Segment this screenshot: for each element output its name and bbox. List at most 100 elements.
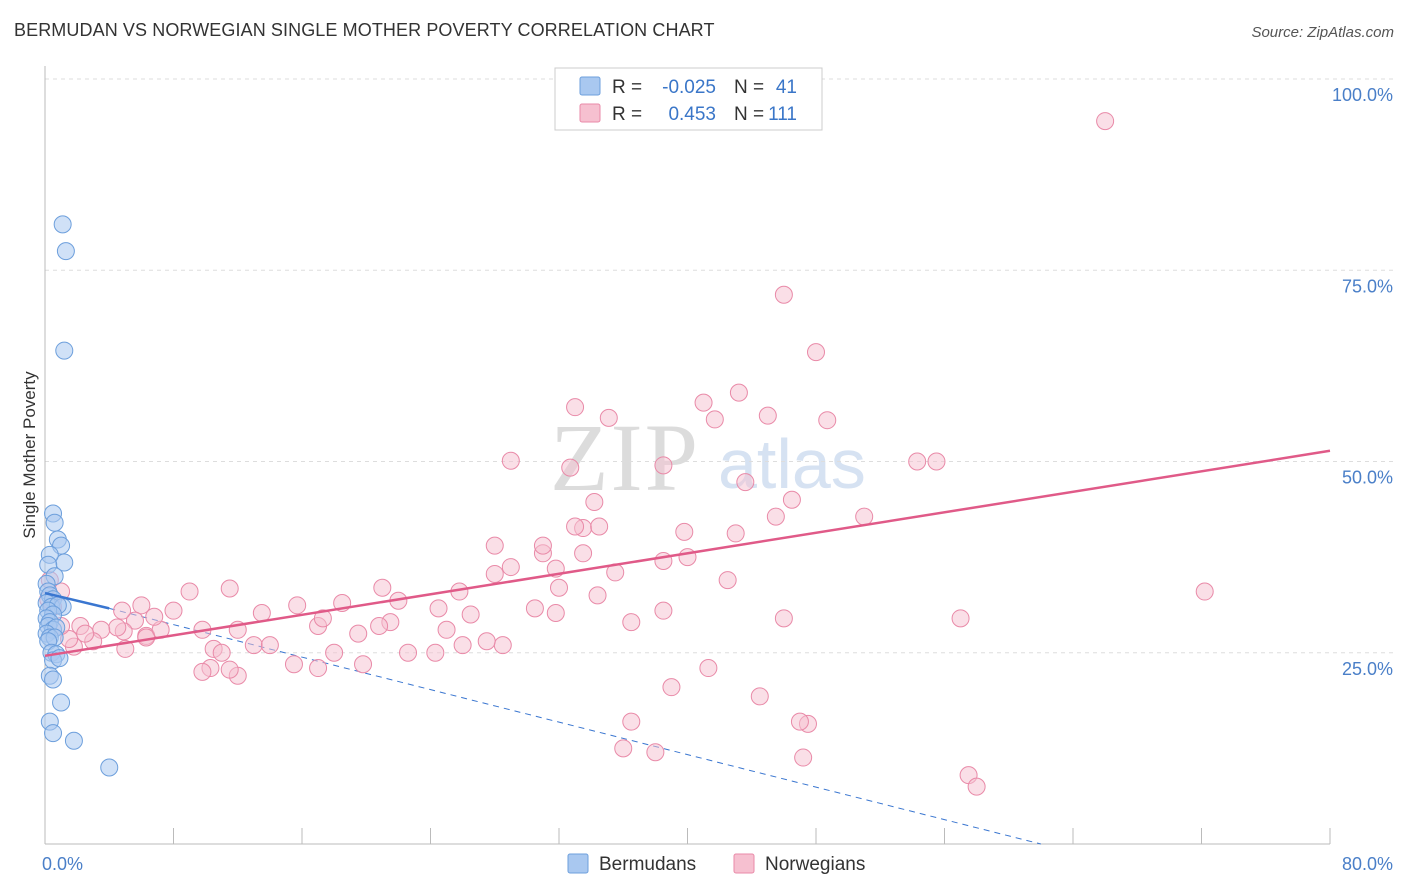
norwegians-point-96 xyxy=(654,601,673,620)
norwegians-point-8 xyxy=(599,408,618,427)
bottom-legend-label-bermudans: Bermudans xyxy=(599,854,696,875)
bermudan-points xyxy=(37,215,119,777)
norwegians-point-34 xyxy=(485,564,504,583)
bermudans-point-1 xyxy=(56,242,75,261)
norwegians-point-23 xyxy=(766,507,785,526)
norwegians-point-35 xyxy=(588,586,607,605)
y-tick-label-1: 50.0% xyxy=(1342,468,1393,488)
norwegians-point-100 xyxy=(646,743,665,762)
norwegians-point-48 xyxy=(313,609,332,628)
norwegians-point-1 xyxy=(774,285,793,304)
legend-swatch-norwegians xyxy=(579,103,601,123)
x-tick-label-0: 0.0% xyxy=(42,854,83,874)
legend-r-value-0: -0.025 xyxy=(662,77,716,98)
norwegians-point-49 xyxy=(288,596,307,615)
bermudans-trend-line xyxy=(44,591,110,610)
norwegians-point-98 xyxy=(622,712,641,731)
watermark-zip: ZIP xyxy=(550,404,700,511)
legend: R = -0.025 N = 41 R = 0.453 N = 111 xyxy=(554,67,823,131)
legend-r-label-1: R = xyxy=(612,104,642,125)
norwegians-point-60 xyxy=(113,601,132,620)
norwegians-point-24 xyxy=(566,517,585,536)
norwegians-point-106 xyxy=(794,748,813,767)
norwegians-point-13 xyxy=(908,452,927,471)
y-tick-labels: 25.0% 50.0% 75.0% 100.0% xyxy=(1332,85,1393,679)
legend-n-label-0: N = xyxy=(734,77,764,98)
legend-swatch-bermudans xyxy=(579,76,601,96)
norwegians-point-21 xyxy=(675,522,694,541)
norwegians-point-77 xyxy=(260,636,279,655)
norwegians-point-78 xyxy=(284,655,303,674)
norwegians-point-39 xyxy=(461,605,480,624)
norwegians-point-54 xyxy=(164,601,183,620)
norwegians-point-9 xyxy=(818,411,837,430)
norwegians-point-29 xyxy=(485,536,504,555)
bermudans-point-2 xyxy=(55,341,74,360)
norwegians-point-15 xyxy=(585,493,604,512)
norwegians-point-80 xyxy=(325,643,344,662)
norwegians-point-42 xyxy=(429,599,448,618)
norwegians-point-92 xyxy=(145,607,164,626)
norwegians-trend-line xyxy=(44,449,1331,658)
norwegians-point-83 xyxy=(426,643,445,662)
norwegians-point-2 xyxy=(807,343,825,362)
norwegians-point-95 xyxy=(622,613,641,632)
norwegians-point-107 xyxy=(774,609,793,628)
norwegians-point-36 xyxy=(718,571,737,590)
norwegians-point-6 xyxy=(566,398,585,417)
norwegians-point-101 xyxy=(550,578,568,597)
norwegians-point-81 xyxy=(354,655,373,674)
norwegians-point-76 xyxy=(244,636,263,655)
norwegians-point-52 xyxy=(220,579,239,598)
bermudans-point-36 xyxy=(52,693,71,712)
norwegians-point-44 xyxy=(373,578,392,597)
y-tick-label-0: 25.0% xyxy=(1342,659,1393,679)
bottom-legend-label-norwegians: Norwegians xyxy=(765,854,865,875)
norwegians-point-86 xyxy=(477,632,496,651)
norwegians-point-16 xyxy=(782,490,801,509)
norwegians-point-14 xyxy=(561,458,580,477)
norwegians-point-97 xyxy=(662,678,681,697)
bermudans-point-0 xyxy=(53,215,72,234)
norwegians-point-112 xyxy=(951,609,970,628)
legend-r-label-0: R = xyxy=(612,77,642,98)
chart-title: BERMUDAN VS NORWEGIAN SINGLE MOTHER POVE… xyxy=(14,20,715,40)
bermudans-point-35 xyxy=(44,670,63,689)
norwegians-point-43 xyxy=(453,636,472,655)
norwegians-point-41 xyxy=(370,616,389,635)
x-tick-label-1: 80.0% xyxy=(1342,854,1393,874)
norwegians-point-90 xyxy=(193,662,212,681)
watermark: ZIP atlas xyxy=(550,404,866,511)
bottom-legend-swatch-norwegians xyxy=(733,853,755,874)
norwegians-point-103 xyxy=(699,659,718,678)
norwegians-point-59 xyxy=(108,618,127,637)
norwegians-point-84 xyxy=(437,620,456,639)
legend-r-value-1: 0.453 xyxy=(668,104,716,125)
bermudans-point-38 xyxy=(44,724,63,743)
norwegians-point-75 xyxy=(212,643,231,662)
legend-n-value-1: 111 xyxy=(768,104,797,125)
bottom-legend: Bermudans Norwegians xyxy=(567,853,865,875)
norwegians-point-88 xyxy=(220,660,239,679)
norwegians-point-82 xyxy=(399,643,418,662)
norwegians-point-53 xyxy=(180,582,199,601)
norwegians-point-104 xyxy=(750,687,769,706)
norwegians-point-12 xyxy=(927,452,946,471)
norwegians-point-46 xyxy=(349,624,368,643)
norwegians-point-10 xyxy=(501,451,520,470)
norwegians-point-99 xyxy=(614,739,633,758)
y-axis-label: Single Mother Poverty xyxy=(20,371,39,539)
norwegians-point-64 xyxy=(76,624,95,643)
bermudans-point-39 xyxy=(64,731,83,750)
legend-n-label-1: N = xyxy=(734,104,764,125)
legend-n-value-0: 41 xyxy=(776,77,797,98)
norwegians-point-79 xyxy=(309,659,328,678)
norwegians-point-30 xyxy=(501,558,520,577)
norwegians-point-17 xyxy=(736,473,755,492)
y-tick-label-3: 100.0% xyxy=(1332,85,1393,105)
source-label: Source: ZipAtlas.com xyxy=(1251,24,1394,41)
y-tick-label-2: 75.0% xyxy=(1342,276,1393,296)
norwegians-point-108 xyxy=(790,712,809,731)
bermudans-point-4 xyxy=(45,513,64,532)
